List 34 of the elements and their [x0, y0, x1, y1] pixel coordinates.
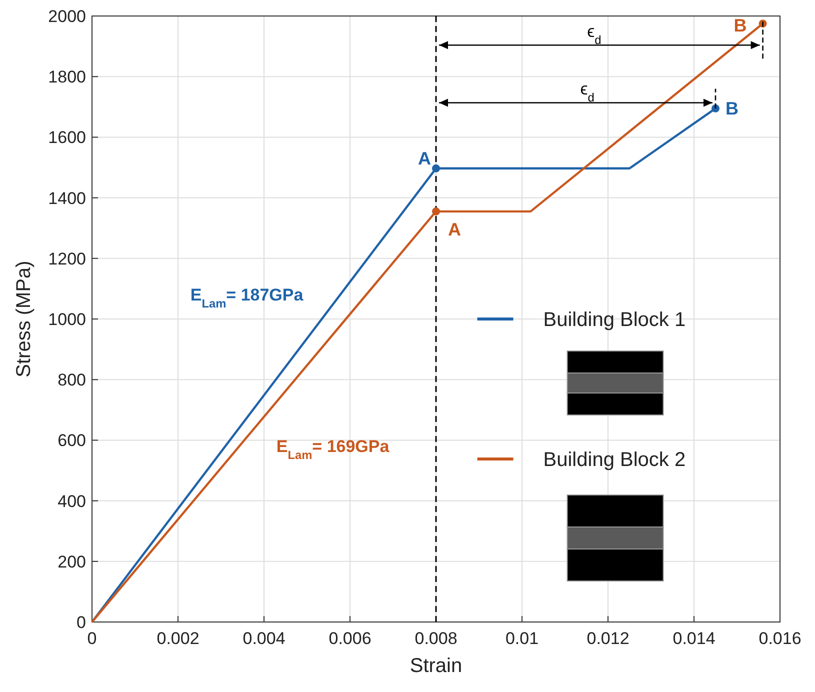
annotation: B	[726, 98, 738, 118]
point	[432, 207, 440, 216]
annotation: A	[418, 148, 431, 168]
y-tick-label: 1200	[48, 249, 86, 268]
point	[432, 164, 440, 172]
annotation: ϵ$_{d}$	[587, 22, 602, 48]
y-tick-label: 1000	[48, 310, 86, 329]
y-tick-label: 600	[58, 431, 86, 450]
y-tick-label: 400	[58, 492, 86, 511]
annotation: E$_{Lam}$= 169GPa	[276, 437, 390, 462]
legend-label: Building Block 2	[543, 449, 686, 471]
y-tick-label: 1400	[48, 188, 86, 208]
x-tick-label: 0.002	[156, 629, 200, 648]
annotation: ϵ$_{d}$	[580, 80, 594, 105]
y-tick-label: 800	[58, 370, 86, 390]
y-tick-label: 200	[58, 552, 86, 572]
y-tick-label: 1800	[48, 68, 86, 87]
annotation: A	[448, 219, 461, 240]
annotation: B	[734, 16, 747, 36]
y-tick-label: 0	[76, 612, 86, 632]
annotation: E$_{Lam}$= 187GPa	[190, 286, 304, 311]
x-tick-label: 0.004	[242, 629, 286, 648]
point	[712, 104, 720, 112]
y-tick-label: 1600	[48, 128, 86, 148]
x-tick-label: 0.01	[505, 629, 539, 648]
x-tick-label: 0.006	[328, 629, 372, 648]
x-axis-title: Strain	[410, 655, 462, 677]
x-tick-label: 0.014	[672, 629, 716, 648]
x-tick-label: 0.012	[586, 629, 630, 648]
x-tick-label: 0.016	[758, 629, 802, 648]
x-tick-label: 0.008	[414, 629, 458, 648]
legend-label: Building Block 1	[543, 309, 686, 331]
y-axis-title: Stress (MPa)	[13, 260, 35, 378]
y-tick-label: 2000	[48, 6, 86, 26]
